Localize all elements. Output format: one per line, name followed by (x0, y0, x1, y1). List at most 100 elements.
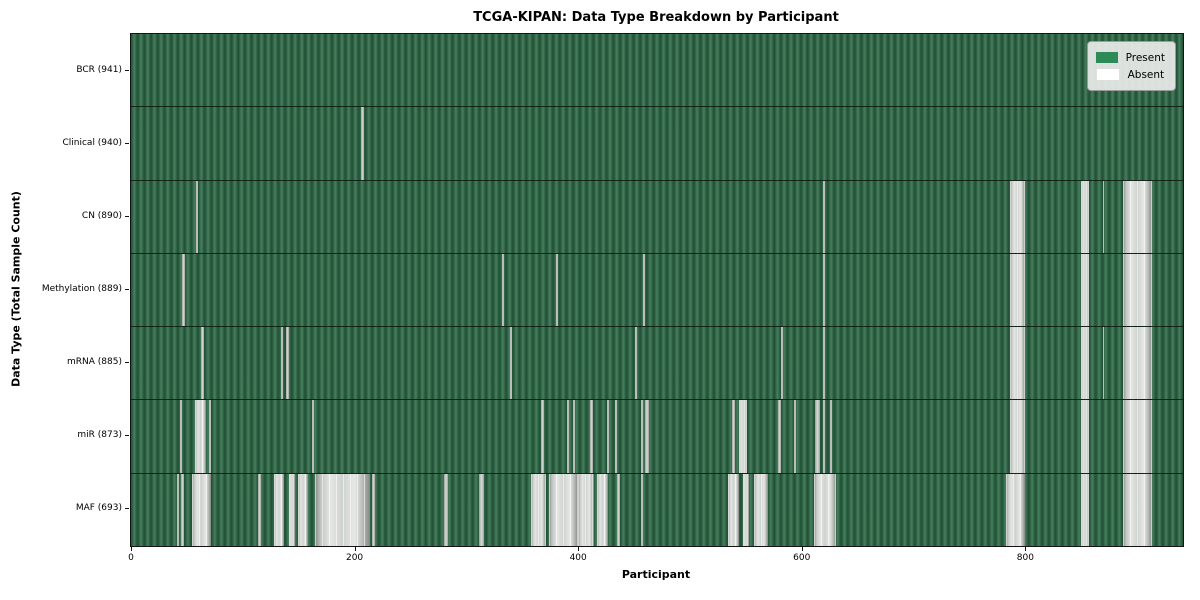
heatmap-row (131, 400, 1183, 474)
y-tick-mark (125, 142, 129, 144)
absent-stripe (176, 473, 180, 546)
absent-stripe (478, 473, 485, 546)
absent-stripe (312, 400, 315, 473)
absent-stripe (597, 473, 609, 546)
y-tick-label: BCR (941) (76, 64, 122, 75)
heatmap-row (131, 180, 1183, 254)
absent-stripe (192, 473, 212, 546)
absent-stripe (640, 400, 644, 473)
y-tick-label: CN (890) (81, 210, 122, 221)
absent-stripe (1009, 253, 1026, 327)
legend-item-present: Present (1095, 49, 1165, 66)
absent-stripe (607, 400, 610, 473)
absent-stripe (793, 400, 797, 473)
x-axis-label: Participant (621, 568, 691, 581)
absent-stripe (732, 400, 735, 473)
legend-swatch-present-icon (1095, 52, 1118, 63)
x-tick-mark (801, 547, 803, 551)
absent-stripe (194, 400, 206, 473)
absent-stripe (1081, 473, 1090, 546)
absent-stripe (1009, 400, 1026, 473)
absent-stripe (1009, 327, 1026, 400)
x-tick-mark (131, 547, 132, 551)
absent-stripe (1102, 180, 1104, 253)
absent-stripe (1081, 327, 1090, 400)
heatmap-rows (131, 34, 1183, 546)
heatmap-row (131, 327, 1183, 401)
absent-stripe (280, 327, 284, 400)
absent-stripe (823, 400, 826, 473)
absent-stripe (531, 473, 546, 546)
absent-stripe (274, 473, 285, 546)
x-tick-label: 400 (569, 553, 587, 563)
absent-stripe (549, 473, 579, 546)
y-tick-mark (125, 362, 129, 364)
legend: Present Absent (1086, 41, 1176, 91)
x-tick-mark (354, 547, 356, 551)
absent-stripe (567, 400, 570, 473)
absent-stripe (372, 473, 375, 546)
absent-stripe (180, 400, 183, 473)
heatmap-row (131, 107, 1183, 181)
x-tick-mark (578, 547, 580, 551)
absent-stripe (829, 400, 832, 473)
absent-stripe (182, 253, 185, 327)
legend-item-absent: Absent (1095, 66, 1165, 83)
absent-stripe (1081, 400, 1090, 473)
absent-stripe (286, 327, 289, 400)
absent-stripe (572, 400, 575, 473)
x-tick-label: 800 (1016, 553, 1034, 563)
y-tick-mark (125, 508, 129, 510)
heatmap-row (131, 473, 1183, 546)
absent-stripe (502, 253, 505, 327)
plot-area: Present Absent (130, 33, 1184, 547)
absent-stripe (181, 473, 184, 546)
absent-stripe (635, 327, 638, 400)
y-tick-mark (125, 215, 129, 217)
absent-stripe (1006, 473, 1026, 546)
absent-stripe (617, 473, 620, 546)
absent-stripe (645, 400, 649, 473)
y-tick-label: mRNA (885) (67, 357, 122, 368)
absent-stripe (1081, 180, 1090, 253)
heatmap-row (131, 253, 1183, 328)
absent-stripe (778, 400, 781, 473)
legend-label-present: Present (1125, 51, 1165, 64)
absent-stripe (209, 400, 212, 473)
absent-stripe (509, 327, 513, 400)
absent-stripe (742, 473, 750, 546)
absent-stripe (258, 473, 261, 546)
absent-stripe (297, 473, 308, 546)
absent-stripe (814, 473, 837, 546)
absent-stripe (1122, 253, 1152, 327)
y-tick-label: Clinical (940) (62, 137, 122, 148)
legend-swatch-absent-icon (1095, 68, 1120, 81)
x-tick-label: 600 (793, 553, 811, 563)
absent-stripe (753, 473, 769, 546)
y-tick-label: MAF (693) (75, 503, 122, 514)
absent-stripe (1122, 400, 1152, 473)
y-tick-label: Methylation (889) (41, 284, 122, 294)
absent-stripe (288, 473, 296, 546)
absent-stripe (739, 400, 747, 473)
absent-stripe (578, 473, 594, 546)
absent-stripe (541, 400, 544, 473)
absent-stripe (727, 473, 740, 546)
absent-stripe (444, 473, 449, 546)
absent-stripe (1102, 327, 1104, 400)
absent-stripe (640, 473, 644, 546)
absent-stripe (195, 180, 199, 253)
y-tick-mark (125, 435, 129, 437)
absent-stripe (1081, 253, 1090, 327)
heatmap-row (131, 34, 1183, 108)
absent-stripe (590, 400, 593, 473)
absent-stripe (555, 253, 559, 327)
y-tick-label: miR (873) (77, 430, 122, 441)
absent-stripe (201, 327, 204, 400)
absent-stripe (315, 473, 371, 546)
absent-stripe (1122, 473, 1152, 546)
absent-stripe (615, 400, 618, 473)
x-tick-label: 200 (345, 553, 364, 563)
absent-stripe (780, 327, 783, 400)
